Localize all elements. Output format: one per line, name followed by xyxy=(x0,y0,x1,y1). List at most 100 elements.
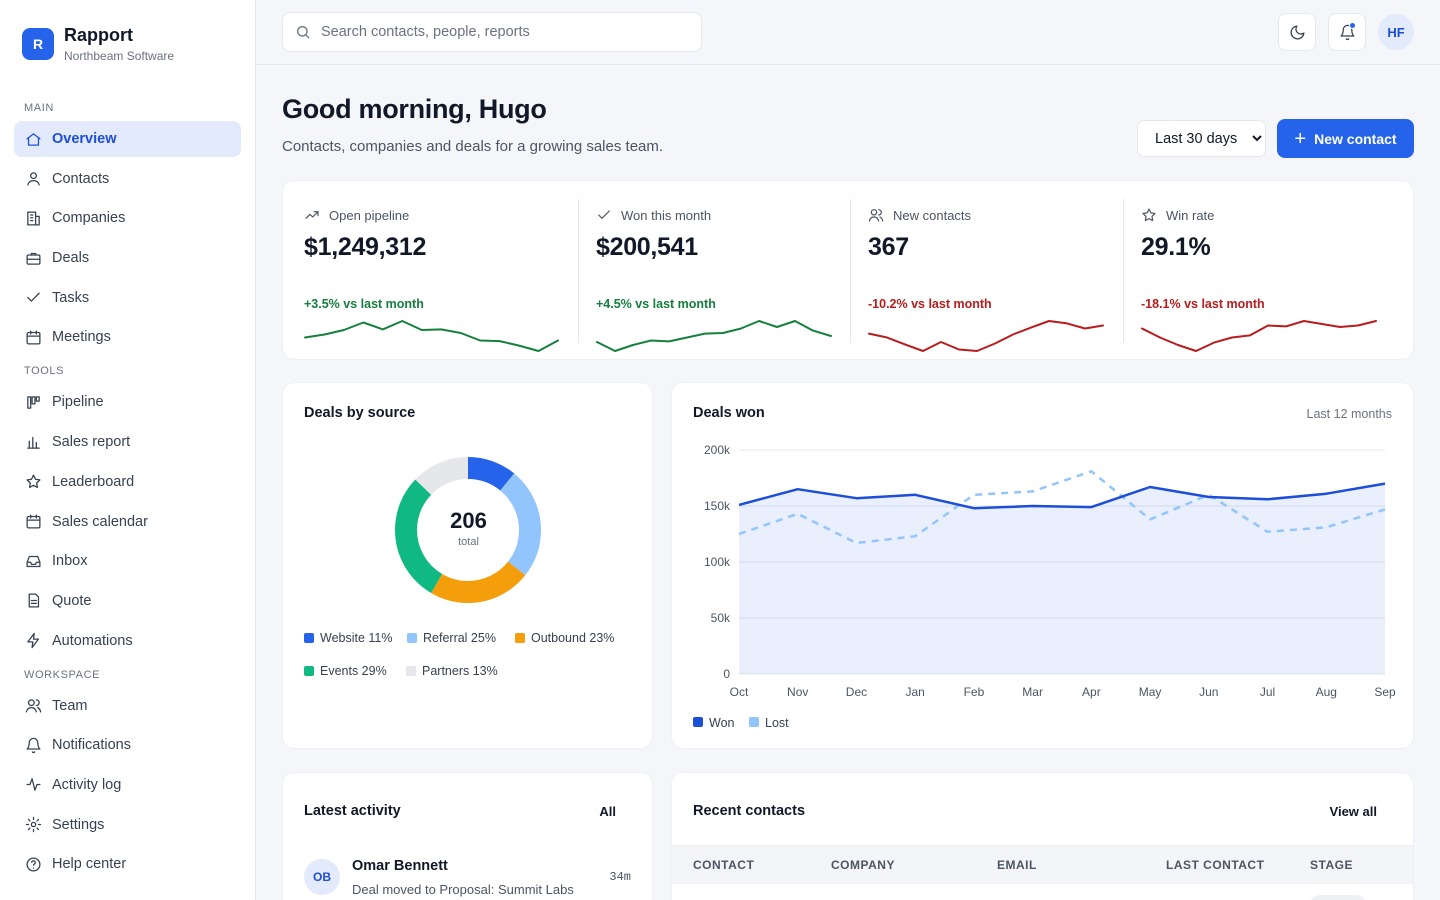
sidebar-item-help-center[interactable]: Help center xyxy=(14,846,241,882)
series-line-won[interactable] xyxy=(738,482,1386,510)
x-tick-label: Sep xyxy=(1374,685,1396,699)
x-tick-label: Mar xyxy=(1022,685,1043,699)
sidebar-item-overview[interactable]: Overview xyxy=(14,121,241,157)
kpi-open-pipeline: Open pipeline $1,249,312 +3.5% vs last mon… xyxy=(304,199,577,352)
view-all-link[interactable]: View all xyxy=(1329,804,1377,819)
sidebar-item-team[interactable]: Team xyxy=(14,688,241,724)
sidebar-item-activity-log[interactable]: Activity log xyxy=(14,767,241,803)
legend-website[interactable]: Website 11% xyxy=(304,631,393,645)
legend-outbound[interactable]: Outbound 23% xyxy=(515,631,614,645)
date-range-select[interactable]: Last 30 days xyxy=(1137,120,1266,157)
user-icon xyxy=(24,170,42,188)
gear-icon xyxy=(24,816,42,834)
sidebar-item-quote[interactable]: Quote xyxy=(14,583,241,619)
sidebar-item-sales-report[interactable]: Sales report xyxy=(14,424,241,460)
x-tick-label: Aug xyxy=(1316,685,1337,699)
sidebar-item-contacts[interactable]: Contacts xyxy=(14,161,241,197)
stage-badge xyxy=(1310,895,1366,900)
search-icon xyxy=(297,26,310,39)
sidebar-item-label: Team xyxy=(52,697,88,714)
sparkline-line xyxy=(596,320,832,352)
sidebar-item-label: Contacts xyxy=(52,170,110,187)
legend-partners[interactable]: Partners 13% xyxy=(406,664,498,678)
sparkline-open-pipeline xyxy=(304,320,559,352)
kpi-label: Won this month xyxy=(596,207,711,223)
kpi-delta: -18.1% vs last month xyxy=(1141,297,1265,311)
sidebar-item-label: Leaderboard xyxy=(52,473,135,490)
kpi-delta: +4.5% vs last month xyxy=(596,297,716,311)
sidebar-item-label: Inbox xyxy=(52,553,88,570)
deals-by-source-title: Deals by source xyxy=(304,405,416,421)
sidebar-item-notifications[interactable]: Notifications xyxy=(14,727,241,763)
bolt-icon xyxy=(24,632,42,650)
sparkline-line xyxy=(1141,320,1377,352)
activity-filter-all[interactable]: All xyxy=(599,804,616,819)
column-header-email[interactable]: EMAIL xyxy=(997,858,1037,872)
new-contact-button[interactable]: + New contact xyxy=(1277,119,1414,158)
search-input[interactable] xyxy=(321,24,681,40)
x-tick-label: Jan xyxy=(906,685,925,699)
sidebar-item-label: Quote xyxy=(52,592,92,609)
sidebar-item-companies[interactable]: Companies xyxy=(14,200,241,236)
series-line-lost[interactable] xyxy=(738,470,1386,545)
won-area xyxy=(739,483,1385,674)
inbox-icon xyxy=(24,552,42,570)
column-header-contact[interactable]: CONTACT xyxy=(693,858,755,872)
donut-slice-partners[interactable] xyxy=(395,457,541,603)
activity-name: Omar Bennett xyxy=(352,858,448,874)
sidebar-item-label: Settings xyxy=(52,816,105,833)
sidebar-item-label: Overview xyxy=(52,131,117,147)
column-header-company[interactable]: COMPANY xyxy=(831,858,895,872)
star-icon xyxy=(24,473,42,491)
notification-dot xyxy=(1349,22,1356,29)
sidebar-item-settings[interactable]: Settings xyxy=(14,807,241,843)
sidebar-item-deals[interactable]: Deals xyxy=(14,240,241,276)
legend-label: Website 11% xyxy=(320,631,393,645)
notifications-button[interactable] xyxy=(1328,13,1366,51)
brand[interactable]: R Rapport Northbeam Software xyxy=(22,24,174,63)
bell-icon xyxy=(24,736,42,754)
donut-slice-events[interactable] xyxy=(395,457,541,603)
x-tick-label: Feb xyxy=(964,685,985,699)
column-header-stage[interactable]: STAGE xyxy=(1310,858,1353,872)
sidebar-item-automations[interactable]: Automations xyxy=(14,623,241,659)
column-header-last-contact[interactable]: LAST CONTACT xyxy=(1166,858,1265,872)
legend-label: Won xyxy=(709,716,735,730)
legend-won[interactable]: Won xyxy=(693,716,735,730)
deals-won-title: Deals won xyxy=(693,405,765,421)
legend-events[interactable]: Events 29% xyxy=(304,664,387,678)
kpi-label: Open pipeline xyxy=(304,207,409,223)
sidebar-item-label: Sales report xyxy=(52,434,131,451)
kpi-label: New contacts xyxy=(868,207,971,223)
sidebar-item-sales-calendar[interactable]: Sales calendar xyxy=(14,504,241,540)
x-tick-label: Apr xyxy=(1082,685,1101,699)
kpi-label-text: Open pipeline xyxy=(329,207,410,223)
sidebar-item-meetings[interactable]: Meetings xyxy=(14,319,241,355)
donut-slice-outbound[interactable] xyxy=(395,457,541,603)
legend-referral[interactable]: Referral 25% xyxy=(407,631,496,645)
nav-section-workspace: WORKSPACE xyxy=(24,668,101,681)
brand-logo: R xyxy=(22,28,54,60)
x-tick-label: Jun xyxy=(1199,685,1218,699)
sparkline-new-contacts xyxy=(868,320,1104,352)
sidebar-item-pipeline[interactable]: Pipeline xyxy=(14,384,241,420)
legend-swatch xyxy=(304,633,314,643)
user-avatar[interactable]: HF xyxy=(1378,14,1414,50)
users-icon xyxy=(24,697,42,715)
sidebar-item-label: Tasks xyxy=(52,289,90,306)
recent-contacts-title: Recent contacts xyxy=(693,803,806,819)
star-icon xyxy=(1142,208,1156,222)
sidebar-item-leaderboard[interactable]: Leaderboard xyxy=(14,464,241,500)
sidebar-item-tasks[interactable]: Tasks xyxy=(14,280,241,316)
donut-slice-referral[interactable] xyxy=(395,457,541,603)
sidebar-item-label: Sales calendar xyxy=(52,513,148,530)
legend-lost[interactable]: Lost xyxy=(749,716,789,730)
brand-org: Northbeam Software xyxy=(64,49,175,63)
sparkline-line xyxy=(304,320,559,352)
check-icon xyxy=(24,289,42,307)
search-box[interactable] xyxy=(282,12,702,52)
sidebar-item-inbox[interactable]: Inbox xyxy=(14,543,241,579)
theme-toggle-button[interactable] xyxy=(1278,13,1316,51)
calendar-icon xyxy=(24,513,42,531)
y-tick-label: 50k xyxy=(711,611,731,625)
